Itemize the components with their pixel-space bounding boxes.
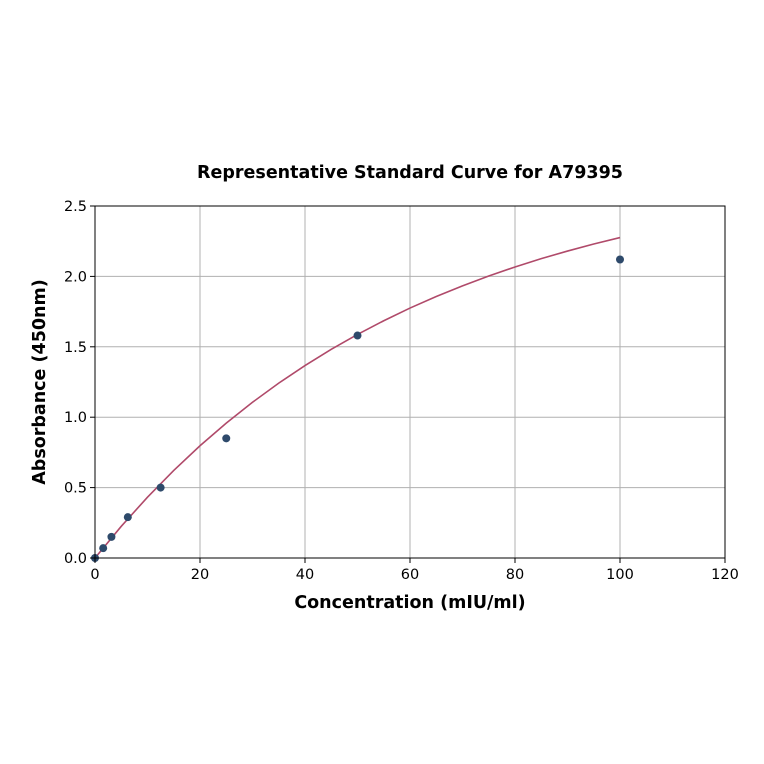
y-tick-label: 0.0 bbox=[64, 551, 87, 567]
y-tick-label: 2.0 bbox=[64, 269, 87, 285]
y-tick-label: 2.5 bbox=[64, 199, 87, 215]
x-tick-label: 60 bbox=[401, 567, 419, 583]
fit-curve-layer bbox=[94, 236, 621, 559]
data-points bbox=[91, 255, 624, 562]
y-axis-ticks: 0.0 0.5 1.0 1.5 2.0 2.5 bbox=[64, 199, 95, 567]
y-tick-label: 1.0 bbox=[64, 410, 87, 426]
data-point bbox=[107, 532, 116, 541]
x-tick-label: 40 bbox=[296, 567, 314, 583]
data-point bbox=[156, 483, 165, 492]
data-point bbox=[616, 255, 624, 264]
y-tick-label: 0.5 bbox=[64, 481, 87, 497]
data-point bbox=[353, 331, 362, 340]
fit-curve bbox=[94, 236, 621, 559]
x-tick-label: 0 bbox=[90, 567, 99, 583]
x-axis-ticks: 0 20 40 60 80 100 120 bbox=[90, 558, 739, 583]
y-tick-label: 1.5 bbox=[64, 340, 87, 356]
y-axis-label: Absorbance (450nm) bbox=[30, 279, 50, 485]
x-tick-label: 20 bbox=[191, 567, 209, 583]
x-tick-label: 120 bbox=[711, 567, 739, 583]
x-tick-label: 80 bbox=[506, 567, 524, 583]
data-point bbox=[99, 544, 108, 553]
grid-lines bbox=[95, 206, 725, 558]
data-point bbox=[123, 513, 132, 522]
x-axis-label: Concentration (mIU/ml) bbox=[294, 593, 525, 613]
data-point bbox=[222, 434, 231, 443]
chart-title: Representative Standard Curve for A79395 bbox=[197, 163, 623, 183]
x-tick-label: 100 bbox=[606, 567, 634, 583]
